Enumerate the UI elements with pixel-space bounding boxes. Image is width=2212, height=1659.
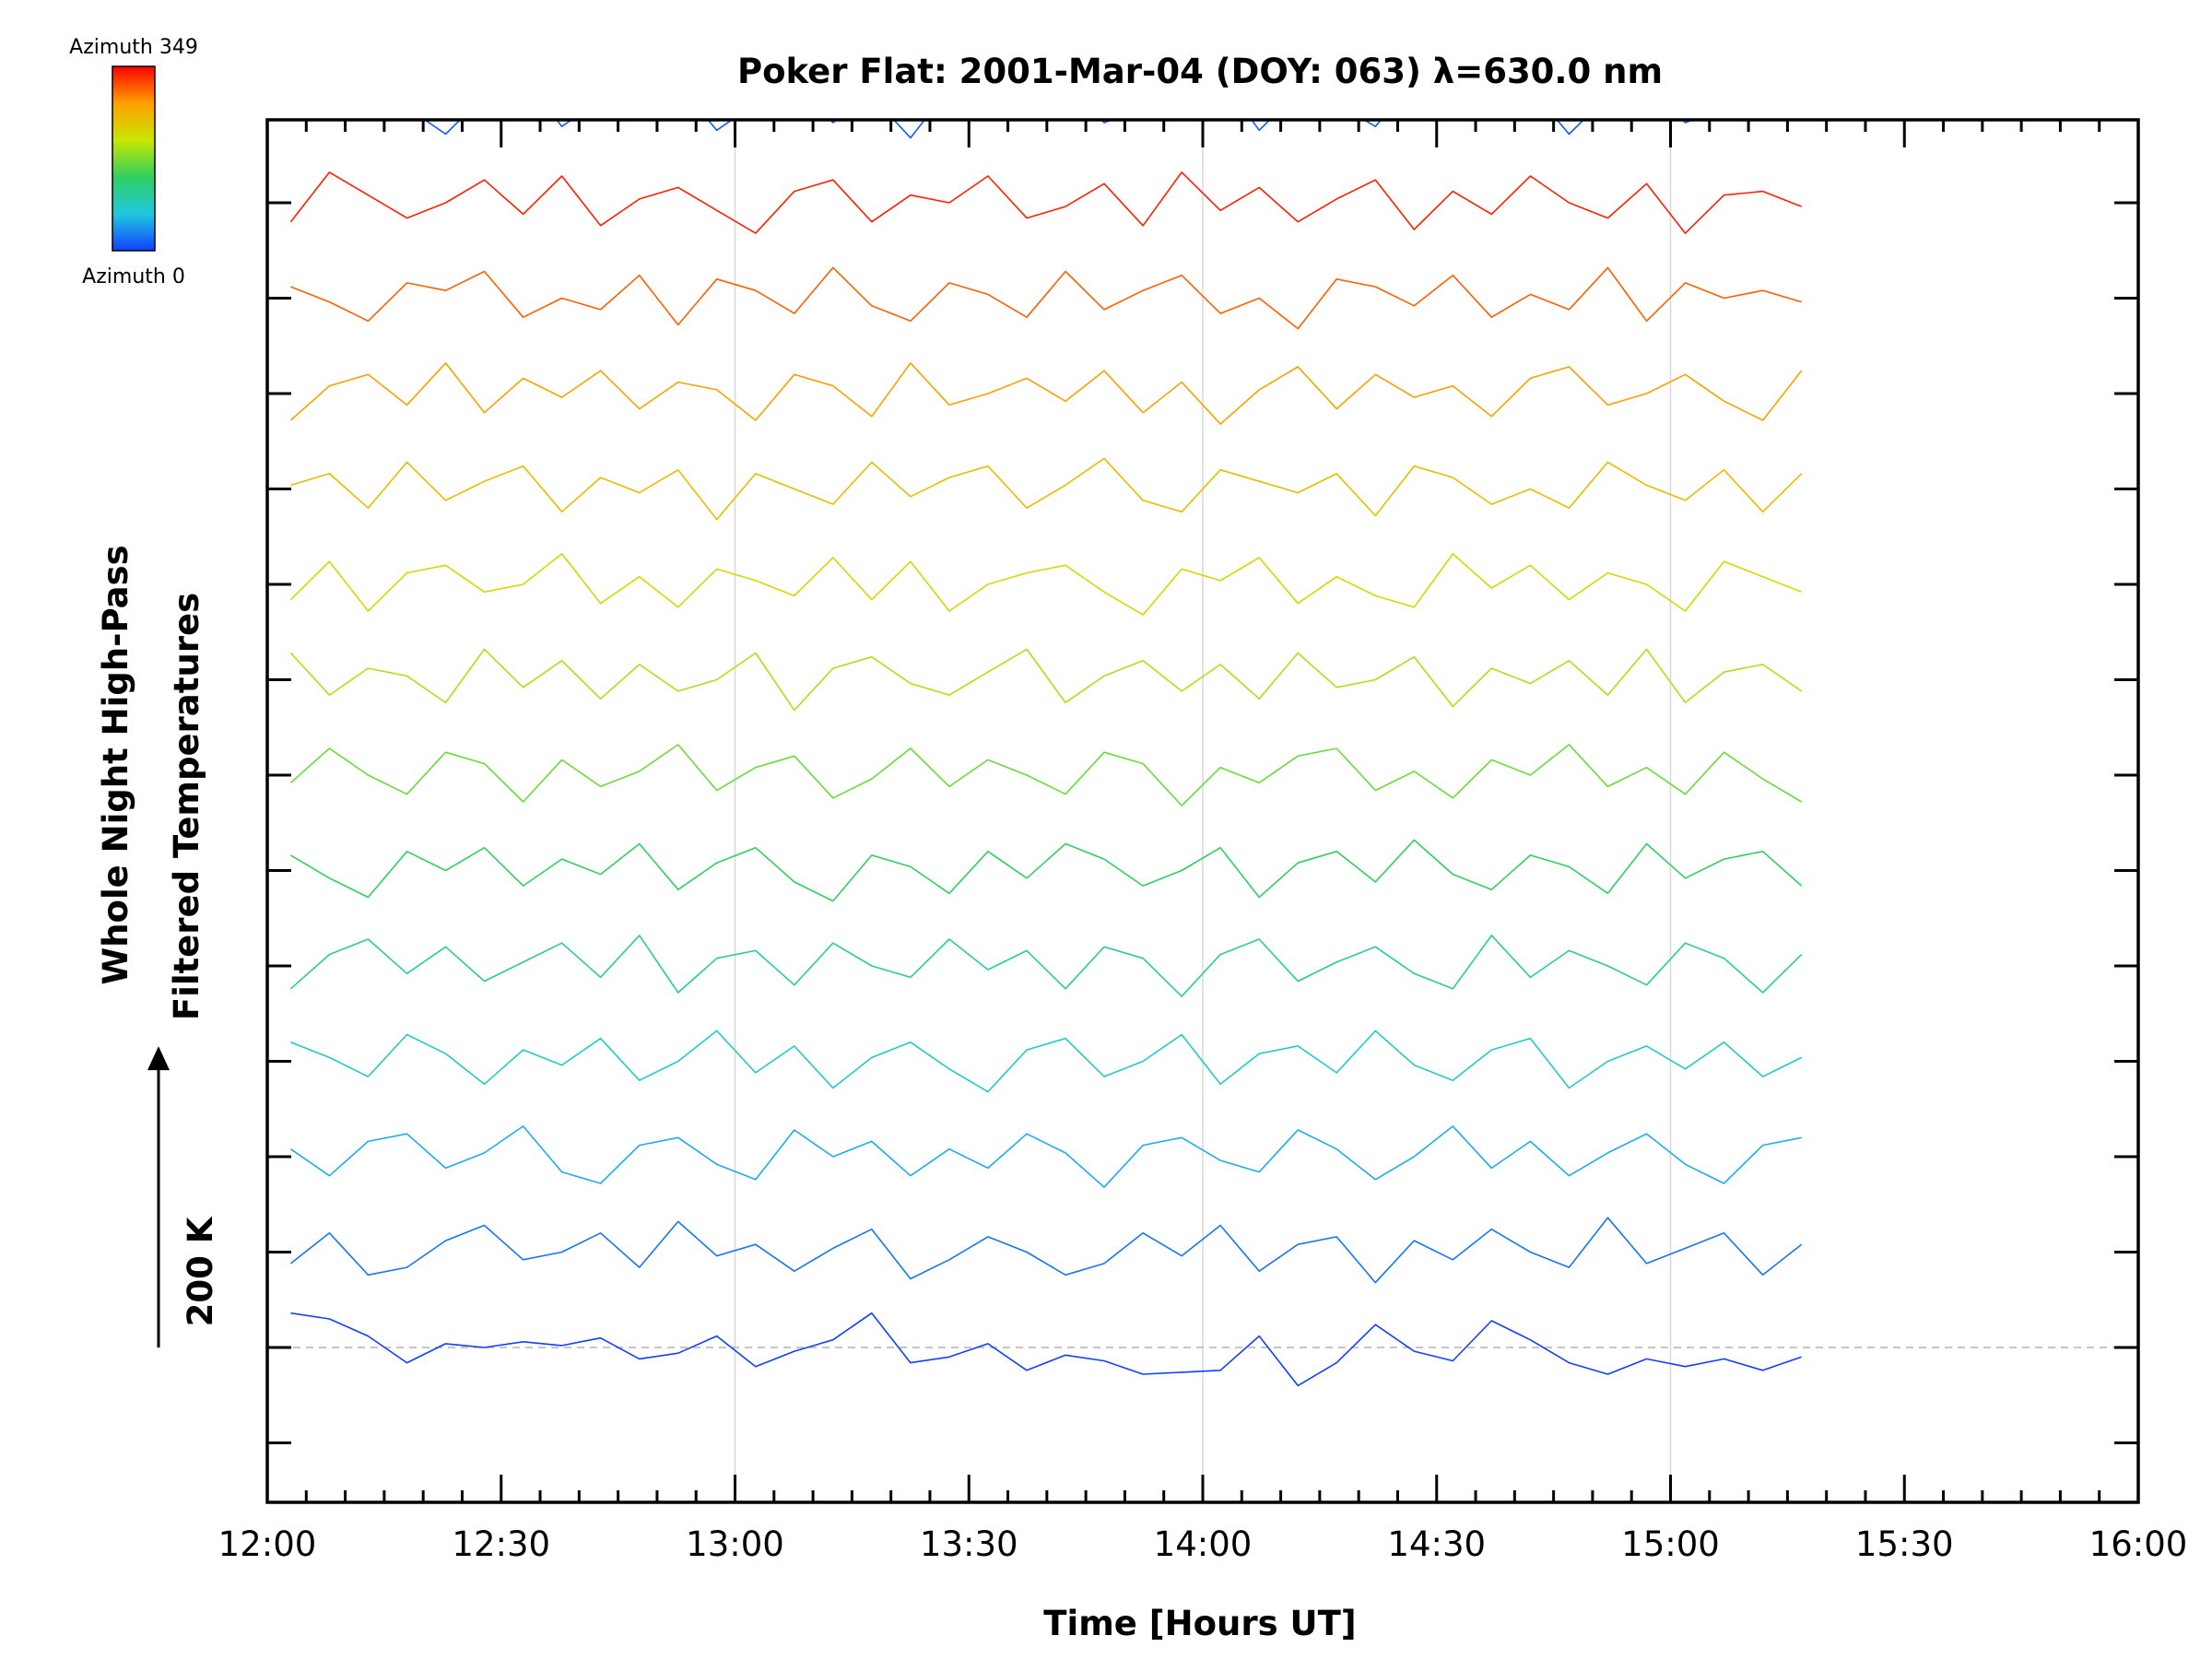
series-line-13: [289, 171, 1802, 234]
colorbar-bottom-label: Azimuth 0: [82, 265, 185, 288]
series-line-1: [290, 1312, 1802, 1387]
series-line-3: [289, 1125, 1802, 1188]
x-tick-labels: 12:00 12:30 13:00 13:30 14:00 14:30 15:00 15:30…: [218, 1524, 2188, 1564]
x-tick-label: 14:30: [1387, 1524, 1486, 1564]
x-tick-label: 12:00: [218, 1524, 317, 1564]
x-tick-label: 16:00: [2089, 1524, 2188, 1564]
series-line-10: [290, 457, 1803, 521]
series-line-7: [289, 744, 1803, 806]
scale-arrow: [147, 1046, 170, 1347]
plot-frame: [265, 118, 2140, 1504]
series-line-15: [290, 0, 1801, 42]
x-tick-label: 14:00: [1154, 1524, 1253, 1564]
colorbar-top-label: Azimuth 349: [69, 36, 198, 59]
colorbar: [112, 65, 156, 252]
x-tick-label: 12:30: [452, 1524, 550, 1564]
x-tick-label: 13:00: [686, 1524, 784, 1564]
x-tick-label: 15:00: [1621, 1524, 1720, 1564]
vertical-gridlines: [734, 120, 1672, 1502]
x-tick-label: 13:30: [920, 1524, 1018, 1564]
series-layer: [289, 0, 1803, 1387]
scale-label: 200 K: [181, 1216, 220, 1326]
y-axis-label-line1: Whole Night High-Pass: [96, 545, 135, 984]
series-line-11: [289, 362, 1803, 425]
x-axis-label: Time [Hours UT]: [1043, 1604, 1356, 1643]
x-tick-label: 15:30: [1855, 1524, 1954, 1564]
series-line-5: [289, 935, 1803, 997]
chart-title: Poker Flat: 2001-Mar-04 (DOY: 063) λ=630…: [737, 52, 1663, 91]
series-line-12: [290, 266, 1802, 330]
series-line-9: [289, 553, 1802, 616]
series-line-6: [289, 839, 1803, 902]
y-axis-label-line2: Filtered Temperatures: [167, 593, 206, 1020]
series-line-4: [290, 1030, 1802, 1093]
series-line-2: [289, 1217, 1803, 1284]
series-line-8: [289, 648, 1803, 712]
